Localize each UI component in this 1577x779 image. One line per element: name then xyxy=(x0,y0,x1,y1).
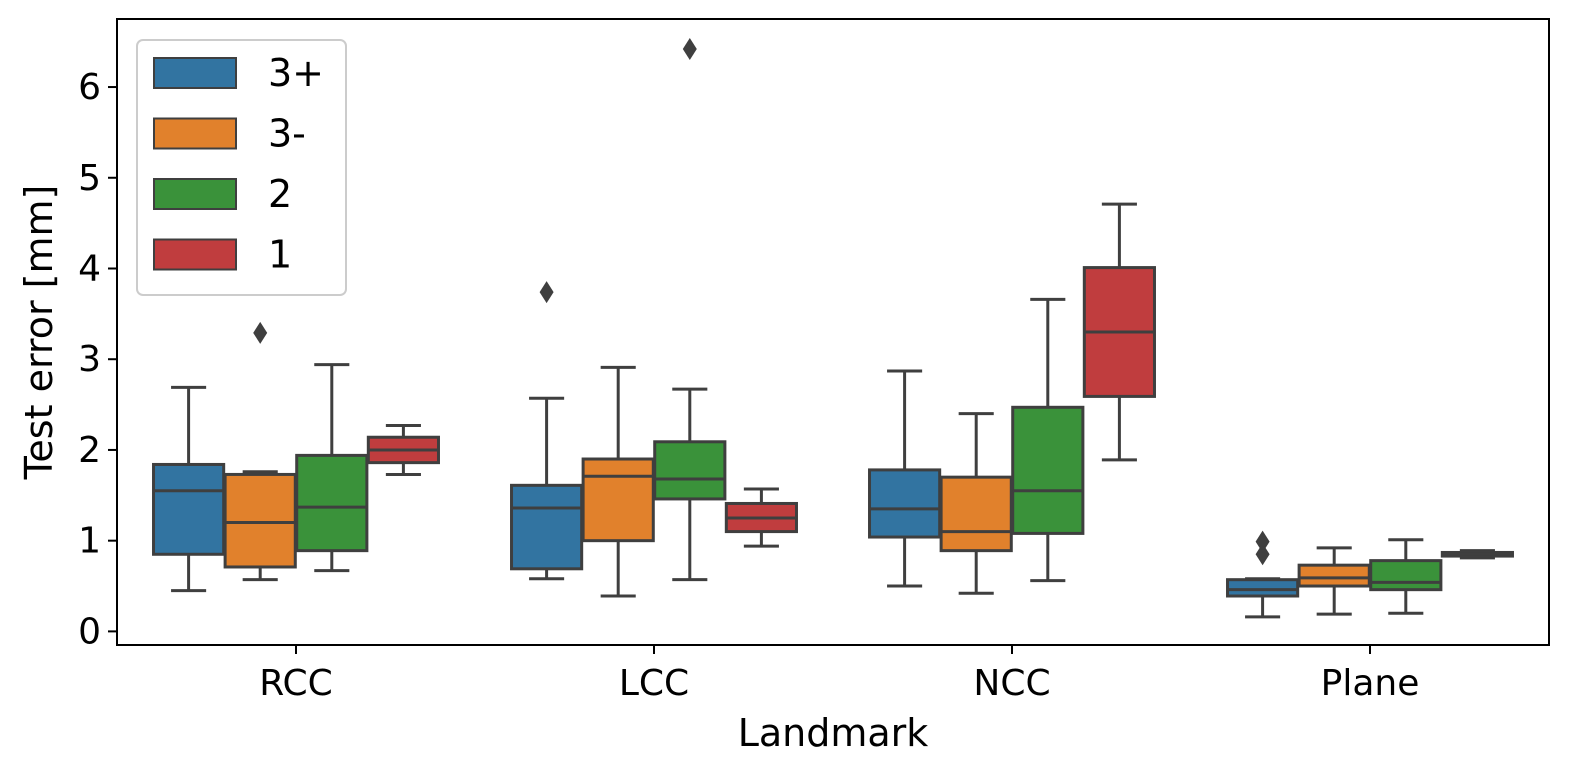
legend-label-3+: 3+ xyxy=(268,51,324,95)
box-lcc-1 xyxy=(724,487,798,548)
outlier-point xyxy=(1255,543,1270,566)
legend-label-2: 2 xyxy=(268,172,292,216)
x-tick-label-plane: Plane xyxy=(1321,663,1420,704)
box-body xyxy=(581,457,655,543)
box-body xyxy=(653,440,727,501)
box-rcc-2 xyxy=(295,363,369,573)
outlier-point xyxy=(253,321,268,344)
plot-frame xyxy=(116,18,1550,646)
box-rcc-3- xyxy=(223,321,297,582)
legend-swatch-1 xyxy=(153,238,237,271)
y-axis-label: Test error [mm] xyxy=(17,185,61,481)
x-tick-label-lcc: LCC xyxy=(619,663,689,704)
legend: 3+ 3- 2 1 xyxy=(136,39,347,296)
y-tick-label: 0 xyxy=(78,611,101,652)
outlier-point xyxy=(539,281,554,304)
box-plane-3- xyxy=(1297,546,1371,616)
box-body xyxy=(1297,563,1371,588)
box-lcc-2 xyxy=(653,37,727,582)
legend-swatch-3- xyxy=(153,117,237,150)
legend-swatch-2 xyxy=(153,178,237,210)
legend-label-3-: 3- xyxy=(268,112,306,156)
y-tick-label: 5 xyxy=(78,158,101,199)
box-ncc-1 xyxy=(1082,202,1156,462)
box-body xyxy=(1226,578,1300,598)
x-axis-label: Landmark xyxy=(738,711,929,755)
box-body xyxy=(868,468,942,539)
box-body xyxy=(939,475,1013,553)
box-rcc-3+ xyxy=(152,385,226,593)
box-plane-2 xyxy=(1369,538,1443,615)
box-body xyxy=(510,483,584,571)
box-ncc-2 xyxy=(1011,297,1085,583)
box-body xyxy=(223,472,297,569)
outlier-point xyxy=(1255,530,1270,553)
y-tick-label: 1 xyxy=(78,521,101,562)
y-tick-label: 6 xyxy=(78,67,101,108)
legend-frame xyxy=(136,39,347,296)
y-tick-label: 4 xyxy=(78,248,101,289)
box-plane-3+ xyxy=(1226,530,1300,619)
x-tick-label-ncc: NCC xyxy=(973,663,1050,704)
x-tick-label-rcc: RCC xyxy=(259,663,333,704)
box-plane-1 xyxy=(1440,549,1514,560)
ticks-layer: RCC LCC NCC Plane 0 1 2 3 4 5 6 xyxy=(78,67,1419,704)
box-body xyxy=(1011,405,1085,535)
box-ncc-3+ xyxy=(868,369,942,588)
box-lcc-3+ xyxy=(510,281,584,581)
box-body xyxy=(152,462,226,556)
y-tick-label: 3 xyxy=(78,339,101,380)
legend-label-1: 1 xyxy=(268,233,292,277)
y-tick-label: 2 xyxy=(78,430,101,471)
box-body xyxy=(295,453,369,553)
outlier-point xyxy=(682,37,697,60)
box-lcc-3- xyxy=(581,365,655,598)
boxes-layer xyxy=(152,37,1514,619)
box-rcc-1 xyxy=(366,423,440,476)
legend-swatch-3+ xyxy=(153,57,237,89)
box-ncc-3- xyxy=(939,412,1013,595)
box-body xyxy=(1369,559,1443,592)
